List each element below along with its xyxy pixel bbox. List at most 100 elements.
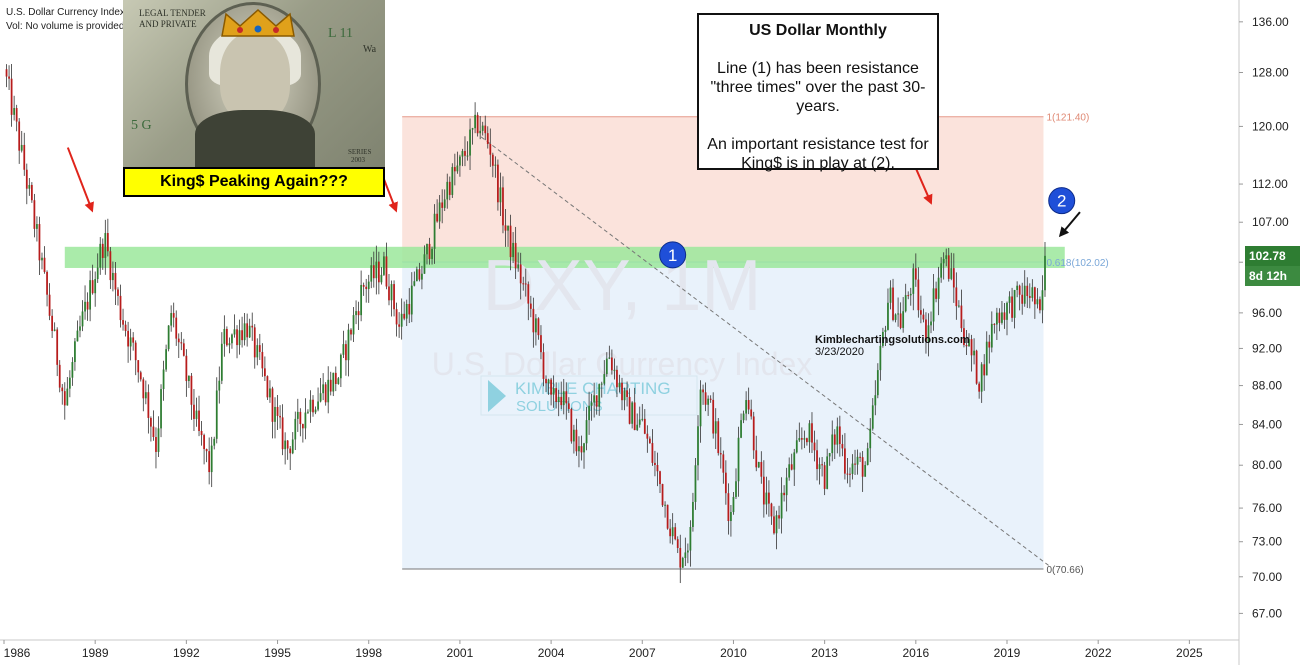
candle-body [846,473,849,475]
candle-body [380,274,383,283]
candle-body [800,438,803,440]
candle-body [656,464,659,472]
candle-body [208,451,211,473]
candle-body [155,437,157,452]
candle-body [393,284,395,310]
candle-body [327,379,330,403]
candle-body [770,503,773,517]
candle-body [664,504,666,506]
candle-body [489,144,492,155]
candle-body [1018,285,1021,295]
candle-body [1036,299,1039,305]
candle-body [410,285,413,315]
candle-body [453,167,456,172]
candle-body [930,321,932,326]
candle-body [109,251,112,281]
candle-body [757,462,760,468]
candle-body [897,313,899,315]
candle-body [527,284,530,304]
candle-body [309,399,312,412]
price-tick-label: 67.00 [1252,606,1282,620]
symbol-title: U.S. Dollar Currency Index [6,7,125,18]
candle-body [603,374,606,384]
candle-body [43,257,46,272]
candle-body [813,442,816,451]
candle-body [990,323,993,348]
candle-body [350,329,352,335]
candle-body [879,345,882,371]
candle-body [676,539,679,548]
candle-body [215,390,218,439]
candle-body [998,312,1001,323]
candle-body [355,311,357,316]
time-axis[interactable]: 1986 1989 1992 1995 1998 2001 2004 2007 2010 2013… [0,639,1239,660]
candle-body [575,429,578,452]
candle-body [740,420,742,438]
candle-body [329,379,332,392]
candle-body [963,328,965,346]
candle-body [213,438,216,446]
candle-body [89,280,92,310]
candle-body [377,261,380,283]
candle-body [876,370,879,396]
candle-body [643,418,646,434]
candle-body [735,481,737,497]
candle-body [431,248,433,259]
candle-body [139,372,142,380]
candle-body [23,144,26,170]
candle-body [38,224,41,261]
candle-body [605,358,608,375]
candle-body [833,434,836,445]
candle-body [372,265,375,279]
candle-body [732,496,735,513]
candle-body [1021,294,1024,304]
candle-body [593,395,596,403]
candle-body [932,288,935,322]
candle-body [874,395,877,406]
candle-body [988,341,991,348]
candle-body [795,440,798,453]
candle-body [15,108,18,122]
candle-body [289,448,292,454]
candle-body [58,364,61,388]
candle-body [727,493,730,522]
credit-date: 3/23/2020 [815,346,864,358]
candle-body [600,383,603,385]
bill-serial: L 11 [328,26,354,41]
candle-body [783,492,786,496]
candle-body [502,187,504,226]
price-tick-label: 84.00 [1252,417,1282,431]
candle-body [347,329,350,361]
time-tick-label: 2010 [720,646,747,660]
candle-body [978,383,981,392]
candle-body [547,379,550,384]
candle-body [641,418,644,420]
candle-body [892,287,894,320]
candle-body [322,384,325,394]
candle-body [370,265,373,282]
candle-body [443,199,446,208]
candle-body [101,243,104,258]
candle-body [745,400,748,414]
candle-body [945,255,948,259]
candle-body [925,319,927,342]
marker-circle [1048,187,1076,215]
numbered-markers: 12 [659,187,1076,269]
candle-body [271,388,274,422]
candle-body [692,501,694,527]
candle-body [474,114,476,129]
candle-body [1026,285,1029,297]
candle-body [1044,255,1046,291]
candle-body [94,279,97,294]
bill-series-year: 2003 [351,156,365,164]
volume-note: Vol: No volume is provided [6,21,125,32]
candle-body [679,547,682,568]
candle-body [448,181,451,195]
candle-body [436,213,439,222]
candle-body [390,284,393,301]
dollar-bill-image: LEGAL TENDER AND PRIVATE L 11 Wa 5 G SER… [123,0,385,167]
candle-body [752,416,755,451]
candle-body [190,375,193,405]
price-axis[interactable]: 136.00128.00120.00112.00107.00102.0096.0… [1238,0,1289,665]
